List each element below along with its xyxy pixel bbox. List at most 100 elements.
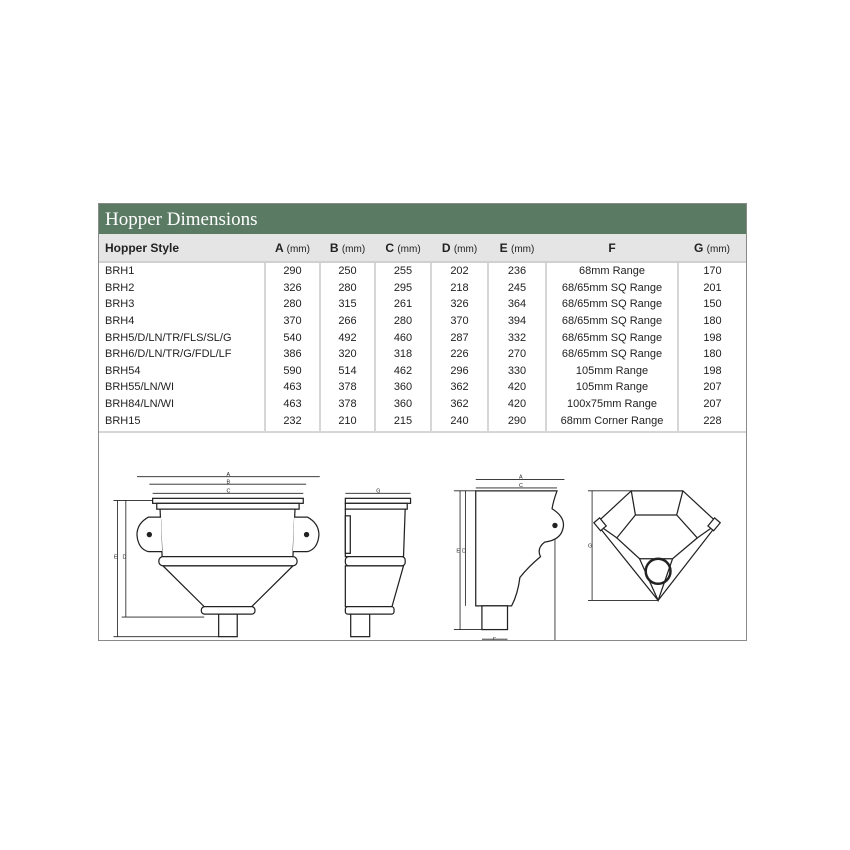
- dimension-cell: 270: [487, 345, 546, 363]
- column-header-f: F: [546, 234, 678, 263]
- hopper-style-cell: BRH4: [105, 315, 135, 328]
- dimension-cell: 68/65mm SQ Range: [545, 312, 678, 330]
- dimension-cell: 287: [430, 329, 488, 346]
- table-row: BRH1 290 250 255 202 236 68mm Range 170: [99, 262, 746, 280]
- column-label: A: [275, 240, 284, 255]
- dimension-cell: 207: [677, 395, 746, 413]
- dimension-cell: 386: [264, 345, 320, 363]
- dimension-cell: 207: [677, 379, 746, 396]
- dimension-cell: 318: [374, 345, 431, 363]
- dimension-cell: 280: [319, 279, 375, 297]
- dimension-cell: 68/65mm SQ Range: [545, 279, 678, 297]
- dimension-cell: 362: [430, 379, 488, 396]
- dimension-cell: 460: [374, 329, 431, 346]
- dimension-cell: 360: [374, 379, 431, 396]
- corner-plan-view-drawing: G: [588, 490, 722, 603]
- table-row: BRH2 326 280 295 218 245 68/65mm SQ Range 201: [99, 279, 746, 297]
- front-view-drawing: A B C E D F: [113, 472, 320, 638]
- label-f: F: [493, 637, 497, 640]
- column-header-b: B (mm): [320, 234, 375, 263]
- column-header-c: C (mm): [375, 234, 431, 263]
- dimension-cell: 364: [487, 296, 546, 313]
- dimension-cell: 370: [430, 312, 488, 330]
- profile-view-drawing: A C E D F B: [453, 475, 565, 640]
- column-label: Hopper Style: [105, 240, 180, 255]
- label-d: D: [123, 555, 127, 561]
- table-row: BRH5/D/LN/TR/FLS/SL/G 540 492 460 287 332 68/6…: [99, 329, 746, 346]
- dimension-cell: 360: [374, 395, 431, 413]
- hopper-style-cell: BRH1: [105, 265, 135, 278]
- column-unit: (mm): [397, 243, 421, 255]
- dimension-cell: 250: [319, 262, 375, 280]
- column-header-hopper-style: Hopper Style: [99, 234, 265, 263]
- dimension-cell: 320: [319, 345, 375, 363]
- dimension-cell: 394: [487, 312, 546, 330]
- dimension-cell: 492: [319, 329, 375, 346]
- dimension-cell: 540: [264, 329, 320, 346]
- dimension-cell: 463: [264, 379, 320, 396]
- table-row: BRH15 232 210 215 240 290 68mm Corner Range 228: [99, 412, 746, 431]
- dimension-cell: 255: [374, 262, 431, 280]
- dimension-cell: 201: [677, 279, 746, 297]
- dimension-cell: 218: [430, 279, 488, 297]
- dimension-cell: 295: [374, 279, 431, 297]
- column-unit: (mm): [341, 243, 366, 255]
- column-label: G: [693, 240, 704, 255]
- dimension-cell: 326: [264, 279, 320, 297]
- column-label: B: [329, 240, 339, 255]
- dimension-cell: 198: [677, 329, 746, 346]
- dimension-cell: 315: [319, 296, 375, 313]
- label-e: E: [456, 548, 460, 554]
- table-header-row: Hopper Style A (mm) B (mm) C (mm) D (mm) E (m…: [99, 234, 746, 263]
- outlet-circle: [644, 557, 672, 585]
- column-label: C: [385, 240, 394, 255]
- column-unit: (mm): [706, 243, 730, 255]
- table-row: BRH3 280 315 261 326 364 68/65mm SQ Range 150: [99, 296, 746, 313]
- column-unit: (mm): [453, 243, 478, 255]
- dimension-cell: 100x75mm Range: [545, 395, 678, 413]
- label-e: E: [114, 555, 118, 561]
- dimension-cell: 150: [677, 296, 746, 313]
- dimension-cell: 180: [677, 312, 746, 330]
- table-row: BRH55/LN/WI 463 378 360 362 420 105mm Range 207: [99, 379, 746, 396]
- hopper-style-cell: BRH15: [105, 414, 141, 427]
- dimension-cell: 590: [264, 362, 320, 380]
- dimension-cell: 330: [487, 362, 546, 380]
- dimension-cell: 226: [430, 345, 488, 363]
- dimension-cell: 261: [374, 296, 431, 313]
- hopper-style-cell: BRH2: [105, 281, 135, 294]
- dimension-cell: 462: [374, 362, 431, 380]
- column-unit: (mm): [286, 243, 310, 255]
- table-row: BRH84/LN/WI 463 378 360 362 420 100x75mm Range…: [99, 395, 746, 413]
- column-header-d: D (mm): [431, 234, 488, 263]
- dimension-cell: 236: [487, 262, 546, 280]
- column-label: F: [608, 240, 616, 255]
- label-a: A: [519, 475, 523, 481]
- dimension-cell: 240: [430, 412, 488, 431]
- dimension-cell: 105mm Range: [545, 362, 678, 380]
- dimension-cell: 514: [319, 362, 375, 380]
- column-header-g: G (mm): [678, 234, 746, 263]
- dimension-cell: 290: [487, 412, 546, 431]
- dimension-cell: 378: [319, 395, 375, 413]
- hopper-style-cell: BRH54: [105, 364, 141, 377]
- hopper-style-cell: BRH84/LN/WI: [105, 398, 175, 411]
- column-unit: (mm): [511, 243, 535, 255]
- dimension-cell: 180: [677, 345, 746, 363]
- dimension-cell: 378: [319, 379, 375, 396]
- dimension-cell: 198: [677, 362, 746, 380]
- label-d: D: [462, 548, 466, 554]
- dimension-cell: 68/65mm SQ Range: [545, 329, 678, 346]
- outlet-pipe: [218, 613, 238, 638]
- table-row: BRH54 590 514 462 296 330 105mm Range 198: [99, 362, 746, 380]
- table-row: BRH6/D/LN/TR/G/FDL/LF 386 320 318 226 270 68/6…: [99, 345, 746, 363]
- dimension-cell: 68mm Corner Range: [545, 412, 678, 431]
- dimension-cell: 68/65mm SQ Range: [545, 345, 678, 363]
- column-label: E: [499, 240, 508, 255]
- label-c: C: [227, 488, 231, 494]
- hopper-dimensions-panel: Hopper Dimensions Hopper Style A (mm) B (m…: [98, 203, 747, 641]
- dimension-cell: 105mm Range: [545, 379, 678, 396]
- dimension-cell: 420: [487, 379, 546, 396]
- dimension-cell: 266: [319, 312, 375, 330]
- side-view-drawing: G: [344, 488, 412, 638]
